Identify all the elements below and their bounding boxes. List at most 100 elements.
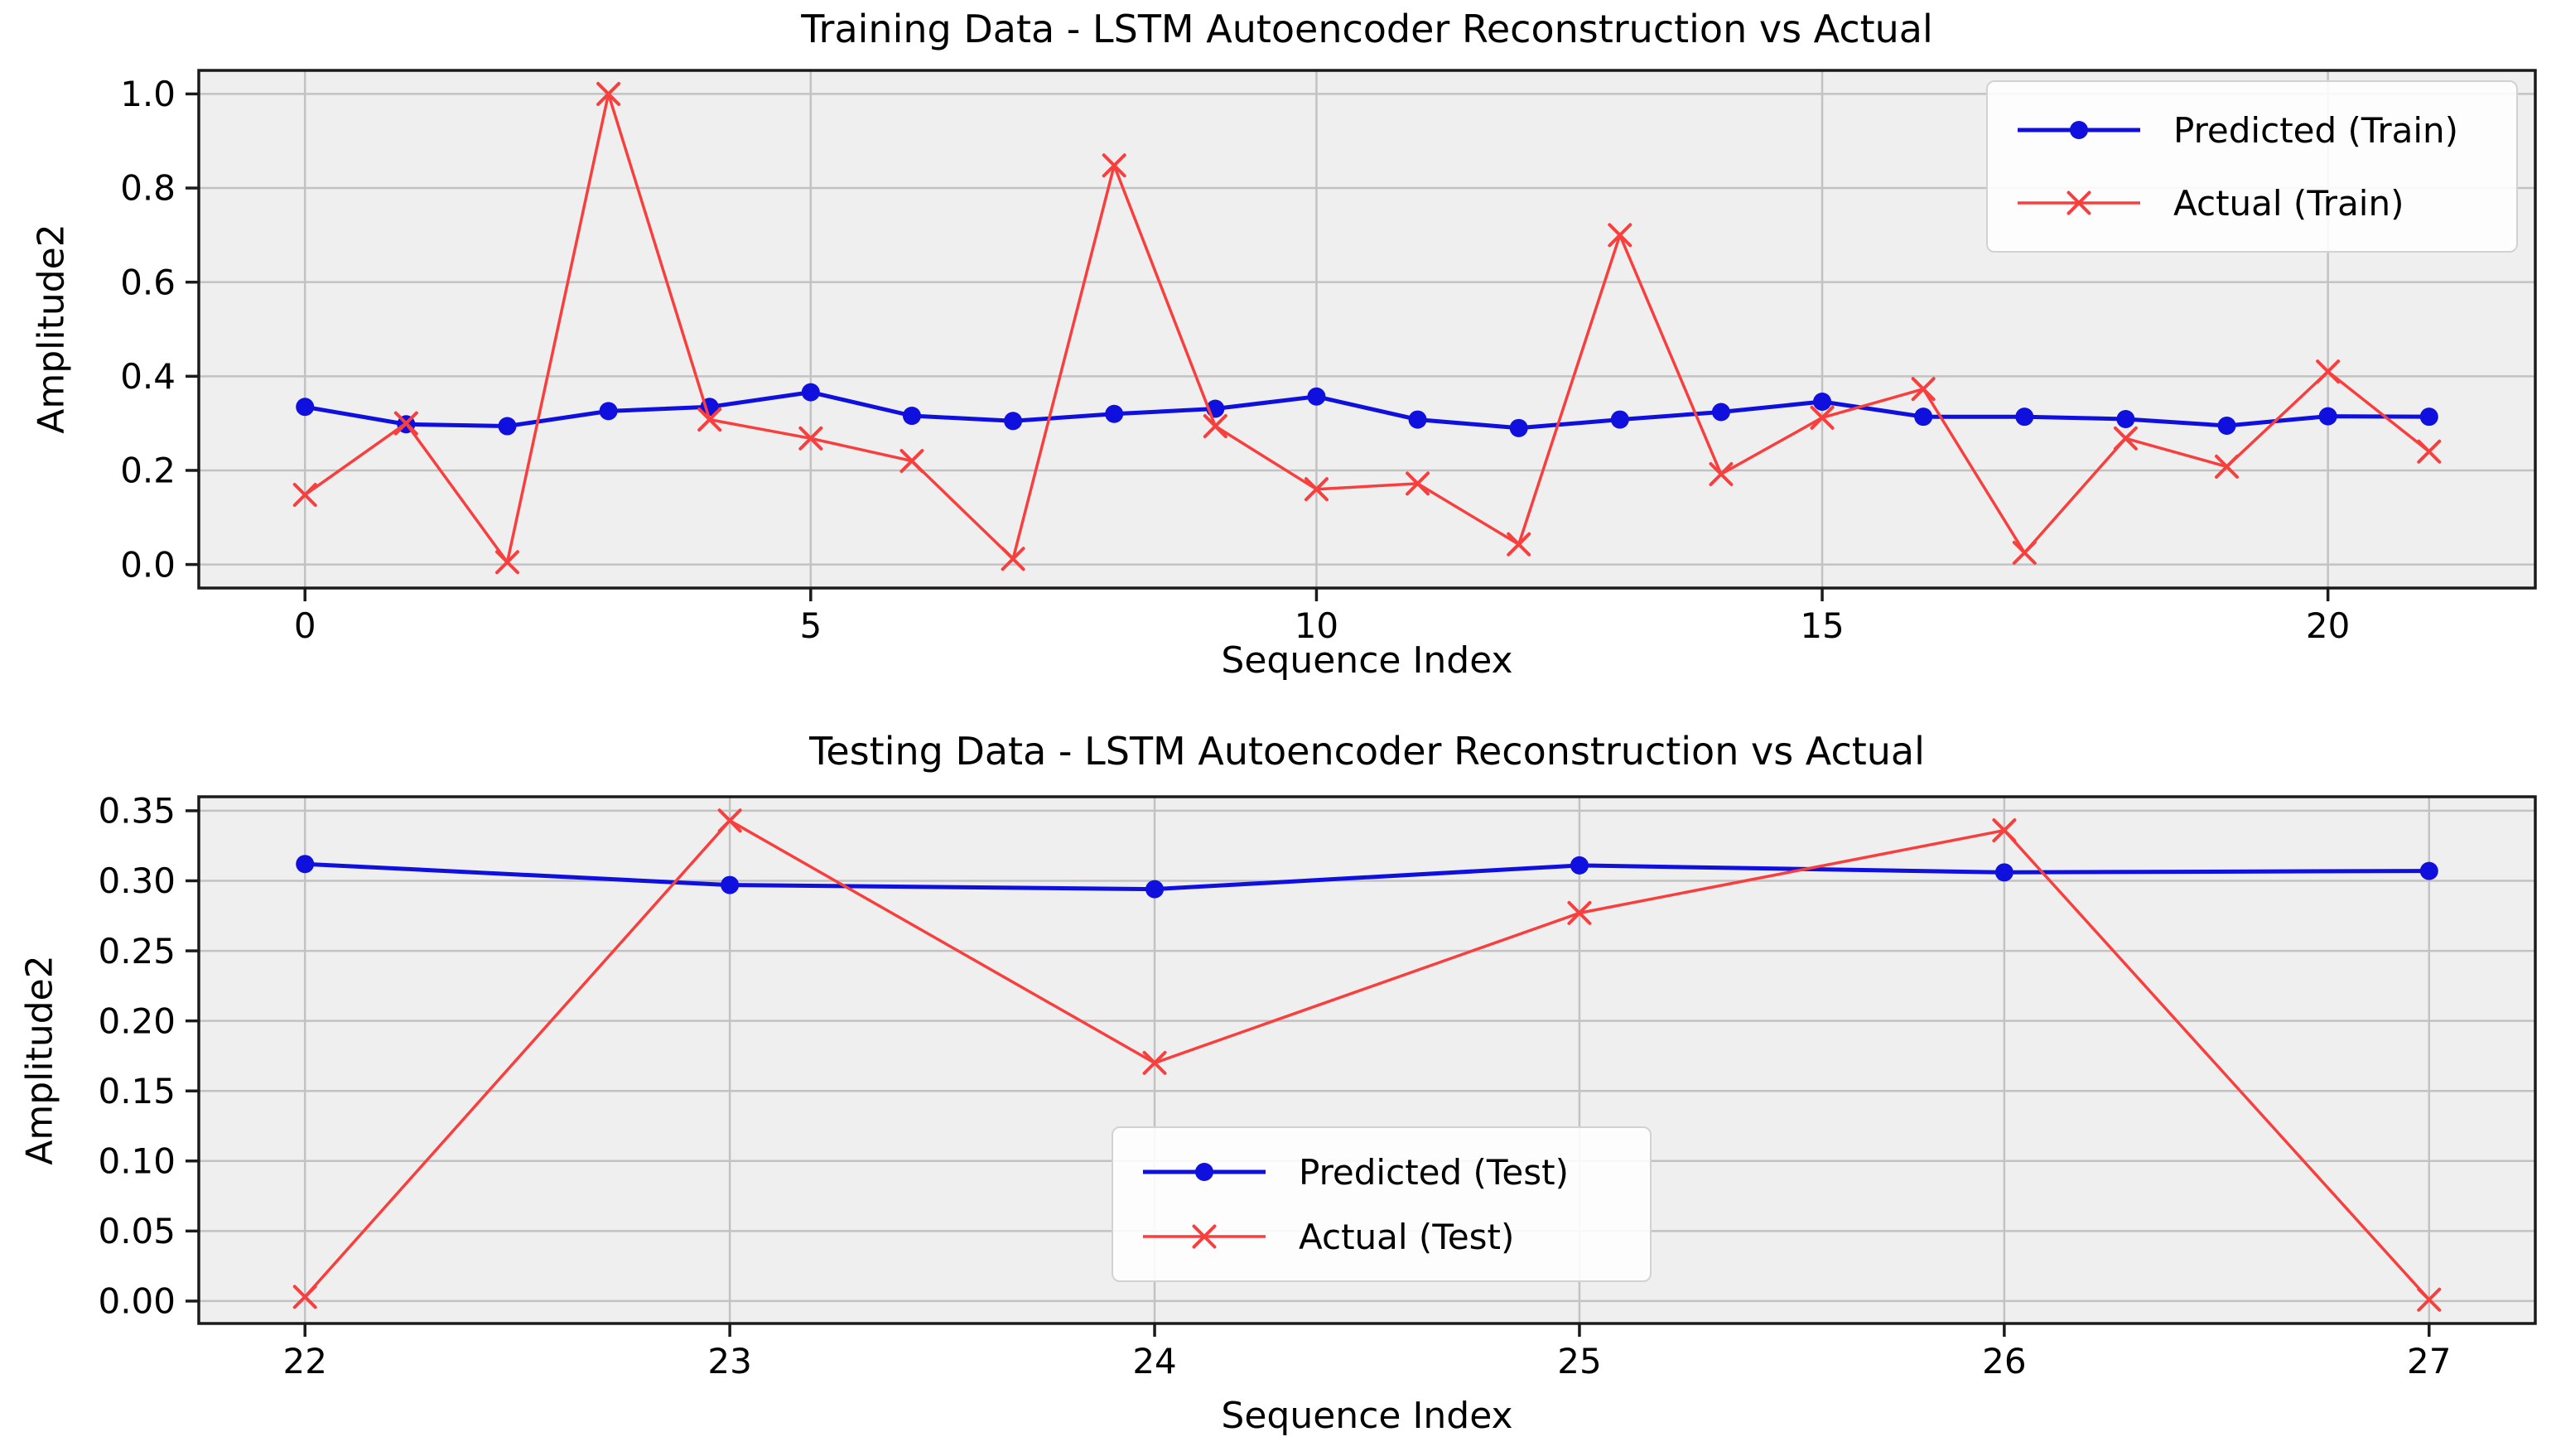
actual-test-marker [2417,1287,2442,1312]
actual-train-marker [798,426,823,451]
predicted-test-marker [2419,861,2438,880]
predicted-train-marker [1711,403,1730,422]
y-tick-label: 1.0 [120,74,176,114]
predicted-train-marker [801,383,820,402]
predicted-test-legend-marker [1195,1163,1213,1181]
actual-train-marker [2215,454,2240,479]
predicted-train-marker [1307,387,1326,406]
x-tick-label: 26 [1982,1341,2026,1381]
predicted-train-marker [498,417,517,436]
predicted-test-marker [721,875,740,894]
train-legend: Predicted (Train) Actual (Train) [1986,80,2518,253]
actual-test-legend-item: Actual (Test) [1138,1217,1625,1257]
actual-train-marker [2417,439,2442,464]
predicted-train-marker [1105,404,1124,423]
predicted-test-marker [1145,880,1165,899]
actual-train-marker [2012,540,2037,565]
actual-train-marker [292,483,317,507]
predicted-train-marker [2419,407,2438,427]
axes-spines [197,795,2537,1325]
predicted-test-legend-label: Predicted (Test) [1299,1151,1569,1193]
x-tick-label: 25 [1557,1341,1601,1381]
y-tick-label: 0.8 [120,168,176,209]
predicted-train-legend-item: Predicted (Train) [2013,110,2491,151]
actual-train-marker [1507,532,1531,557]
actual-test-marker [717,808,742,833]
x-tick-label: 20 [2306,605,2350,646]
y-tick-label: 0.25 [98,931,176,971]
train-x-axis-label: Sequence Index [1221,639,1513,682]
predicted-test-legend-sample [1143,1163,1266,1181]
predicted-train-marker [2116,410,2135,429]
predicted-train-legend-marker [2070,121,2088,139]
y-tick-label: 0.35 [98,791,176,832]
predicted-test-marker [1570,856,1589,875]
actual-train-marker [1810,405,1835,430]
predicted-train-marker [296,398,315,417]
predicted-train-marker [2217,416,2236,435]
actual-test-marker [1567,900,1592,925]
actual-train-marker [1203,414,1227,439]
x-tick-label: 10 [1295,605,1338,646]
actual-train-marker [1709,462,1734,486]
predicted-test-line [302,861,2432,892]
test-legend: Predicted (Test) Actual (Test) [1112,1126,1652,1282]
y-tick-label: 0.30 [98,861,176,901]
actual-train-marker [697,407,722,432]
actual-test-legend-label: Actual (Test) [1299,1216,1515,1257]
y-tick-label: 0.00 [98,1281,176,1322]
actual-train-marker [1102,153,1126,178]
x-tick-label: 0 [294,605,316,646]
y-tick-label: 0.6 [120,262,176,302]
predicted-train-marker [1004,412,1023,431]
actual-train-legend-item: Actual (Train) [2013,183,2491,224]
train-y-axis-label: Amplitude2 [30,224,73,434]
predicted-train-marker [599,402,618,421]
actual-train-marker [494,550,519,575]
predicted-train-marker [1610,410,1629,429]
predicted-test-marker [296,855,315,874]
actual-train-line [303,92,2431,564]
predicted-train-marker [1408,410,1427,429]
actual-test-marker [1992,818,2017,843]
actual-train-marker [1406,471,1430,496]
actual-test-legend-sample [1143,1224,1266,1249]
predicted-test-marker [1994,863,2013,882]
actual-test-marker [292,1285,317,1309]
predicted-train-marker [902,407,921,426]
predicted-train-marker [2015,407,2034,427]
actual-train-legend-marker [2067,190,2091,215]
predicted-train-legend-label: Predicted (Train) [2173,109,2459,151]
y-tick-label: 0.4 [120,356,176,397]
actual-train-marker [596,81,621,106]
x-tick-label: 24 [1132,1341,1176,1381]
train-chart-title: Training Data - LSTM Autoencoder Reconst… [801,7,1933,51]
actual-train-legend-label: Actual (Train) [2173,182,2404,224]
actual-train-legend-sample [2018,190,2140,215]
actual-train-marker [2113,426,2138,451]
predicted-train-marker [1813,393,1832,411]
actual-train-marker [1001,547,1025,571]
predicted-test-legend-item: Predicted (Test) [1138,1152,1625,1193]
actual-test-line [303,819,2431,1301]
x-tick-label: 22 [283,1341,327,1381]
test-y-axis-label: Amplitude2 [18,955,61,1165]
actual-train-marker [1304,477,1329,502]
actual-train-marker [2316,359,2341,384]
test-chart-title: Testing Data - LSTM Autoencoder Reconstr… [809,729,1925,774]
y-tick-label: 0.0 [120,544,176,585]
actual-test-legend-marker [1192,1224,1217,1249]
x-tick-label: 5 [799,605,822,646]
y-tick-label: 0.20 [98,1000,176,1041]
x-tick-label: 23 [707,1341,751,1381]
y-tick-label: 0.15 [98,1071,176,1111]
y-tick-label: 0.2 [120,451,176,491]
predicted-train-line [302,390,2432,431]
x-tick-label: 15 [1800,605,1844,646]
actual-train-marker [899,449,924,474]
actual-test-marker [1142,1050,1167,1075]
predicted-train-marker [2318,407,2337,426]
predicted-train-marker [1914,407,1933,427]
y-tick-label: 0.05 [98,1211,176,1251]
